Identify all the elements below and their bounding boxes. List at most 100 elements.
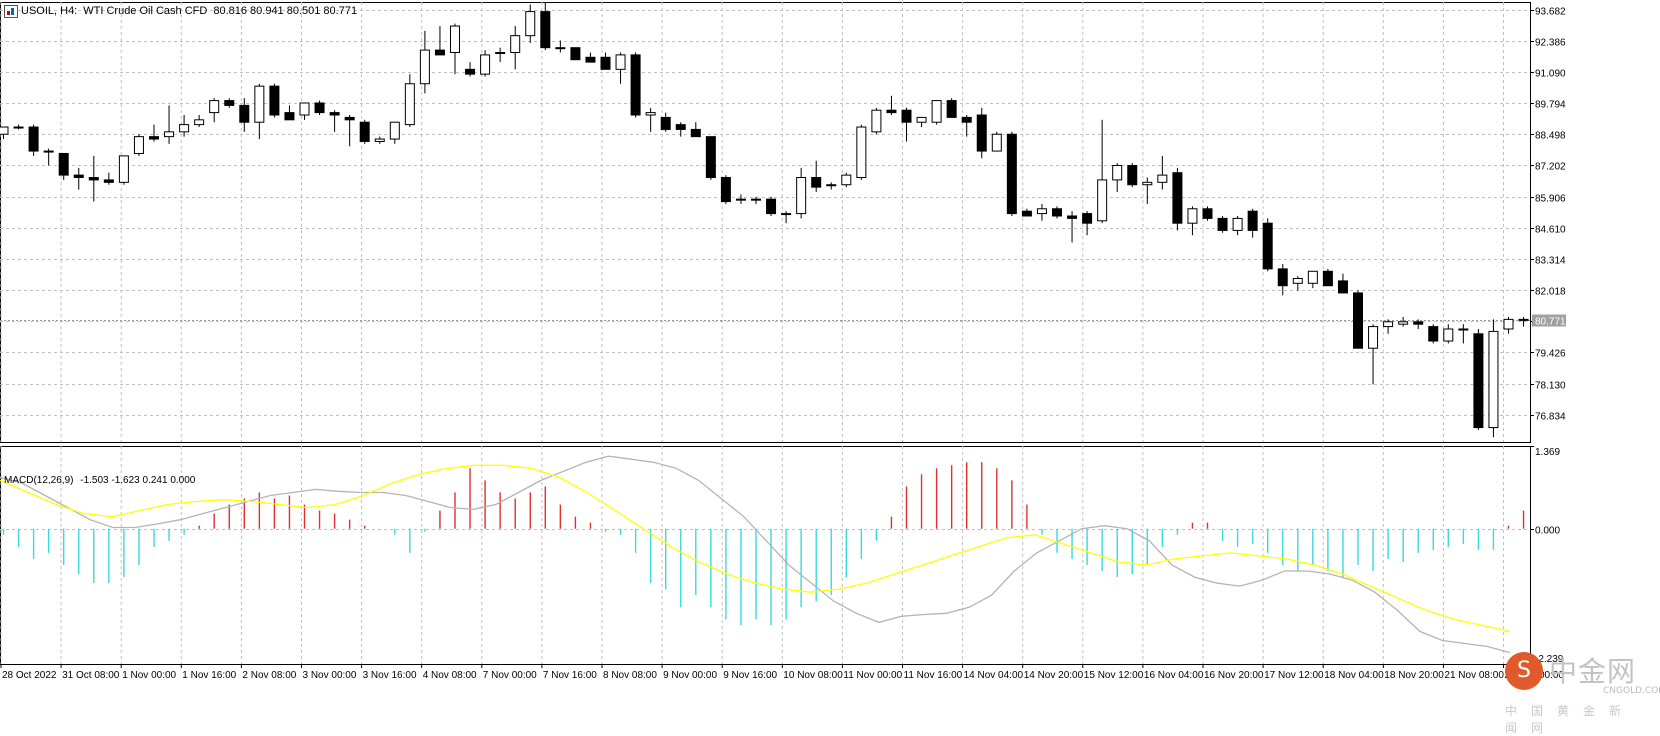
current-price-label: 80.771	[1535, 317, 1566, 328]
candle-body	[434, 49, 445, 56]
candle-body	[961, 116, 972, 123]
candle-body	[976, 114, 987, 152]
x-tick-label: 1 Nov 00:00	[122, 670, 176, 681]
macd-values: -1.503 -1.623 0.241 0.000	[80, 475, 196, 486]
x-tick-label: 1 Nov 16:00	[182, 670, 236, 681]
candle-body	[720, 177, 731, 203]
candle-body	[1503, 318, 1514, 330]
candle-body	[314, 102, 325, 114]
y-tick-label: 82.018	[1535, 287, 1566, 298]
x-tick-label: 31 Oct 08:00	[62, 670, 120, 681]
x-tick-label: 14 Nov 20:00	[1024, 670, 1084, 681]
candle-body	[209, 100, 220, 114]
candle-body	[359, 121, 370, 142]
candle-body	[1322, 270, 1333, 287]
candle-body	[826, 184, 837, 187]
candle-body	[284, 112, 295, 121]
watermark-subtitle: 中国黄金新闻网	[1505, 704, 1636, 735]
chart-window-icon	[4, 4, 18, 18]
candle-body	[1292, 278, 1303, 284]
candle-body	[1398, 321, 1409, 325]
candle-body	[600, 56, 611, 70]
candle-body	[254, 85, 265, 123]
candle-body	[841, 174, 852, 186]
candle-body	[103, 179, 114, 183]
x-tick-label: 4 Nov 08:00	[423, 670, 477, 681]
macd-y-tick-label: 1.369	[1535, 447, 1560, 458]
candle-body	[1277, 268, 1288, 287]
candle-body	[1247, 210, 1258, 231]
candle-body	[1036, 208, 1047, 215]
watermark-brand: 中金网	[1549, 655, 1637, 688]
candle-body	[856, 126, 867, 179]
candle-body	[781, 213, 792, 216]
candle-body	[1217, 217, 1228, 231]
macd-plot-frame	[0, 446, 1531, 665]
candle-body	[1413, 321, 1424, 325]
x-tick-label: 2 Nov 08:00	[242, 670, 296, 681]
candle-body	[630, 54, 641, 116]
x-tick-label: 3 Nov 00:00	[303, 670, 357, 681]
ohlc-values: 80.816 80.941 80.501 80.771	[213, 5, 358, 17]
candle-body	[735, 198, 746, 201]
candle-body	[1157, 174, 1168, 183]
macd-line	[0, 455, 1511, 654]
candle-body	[690, 128, 701, 138]
candle-body	[1067, 215, 1078, 219]
candle-body	[13, 126, 24, 129]
candle-body	[510, 35, 521, 53]
candle-body	[495, 51, 506, 54]
x-tick-label: 16 Nov 04:00	[1144, 670, 1204, 681]
candle-body	[525, 11, 536, 37]
watermark-logo-icon: S	[1505, 652, 1543, 690]
candle-body	[751, 198, 761, 201]
y-tick-label: 87.202	[1535, 162, 1566, 173]
candle-body	[1172, 172, 1183, 224]
y-tick-label: 91.090	[1535, 69, 1566, 80]
candle-body	[1368, 326, 1379, 349]
candle-body	[540, 11, 551, 49]
candle-body	[1307, 270, 1318, 284]
candle-body	[871, 109, 882, 133]
y-tick-label: 93.682	[1535, 7, 1566, 18]
candle-body	[1443, 328, 1454, 342]
candle-body	[419, 49, 430, 85]
candle-body	[585, 56, 596, 63]
y-tick-label: 76.834	[1535, 412, 1566, 423]
main-plot-frame	[0, 2, 1531, 443]
candle-body	[1232, 217, 1243, 231]
candle-body	[88, 177, 99, 181]
macd-name: MACD(12,26,9)	[4, 475, 74, 486]
candle-body	[1383, 321, 1394, 328]
chart-header: USOIL, H4: WTI Crude Oil Cash CFD 80.816…	[4, 3, 363, 19]
x-tick-label: 14 Nov 04:00	[964, 670, 1024, 681]
x-tick-label: 3 Nov 16:00	[363, 670, 417, 681]
candle-body	[43, 150, 54, 153]
candle-body	[1458, 328, 1469, 331]
x-tick-label: 7 Nov 16:00	[543, 670, 597, 681]
candle-body	[1353, 292, 1363, 349]
watermark-url: CNGOLD.COM.CN	[1603, 686, 1660, 696]
candle-body	[1187, 208, 1198, 224]
candle-body	[1082, 213, 1093, 224]
candle-body	[179, 124, 190, 133]
candle-body	[1127, 164, 1138, 186]
candle-body	[58, 152, 69, 176]
candle-body	[570, 47, 581, 61]
x-tick-label: 9 Nov 00:00	[663, 670, 717, 681]
candle-body	[344, 116, 355, 121]
candle-body	[194, 119, 205, 126]
x-tick-label: 17 Nov 12:00	[1264, 670, 1324, 681]
candle-body	[615, 54, 626, 70]
y-tick-label: 89.794	[1535, 100, 1566, 111]
x-tick-label: 9 Nov 16:00	[723, 670, 777, 681]
candle-body	[931, 100, 942, 123]
candle-body	[886, 109, 897, 114]
candle-body	[224, 100, 235, 106]
x-tick-label: 28 Oct 2022	[2, 670, 57, 681]
candle-body	[389, 121, 400, 140]
candle-body	[164, 131, 175, 138]
candle-body	[645, 112, 656, 116]
symbol-label: USOIL, H4:	[21, 5, 78, 17]
